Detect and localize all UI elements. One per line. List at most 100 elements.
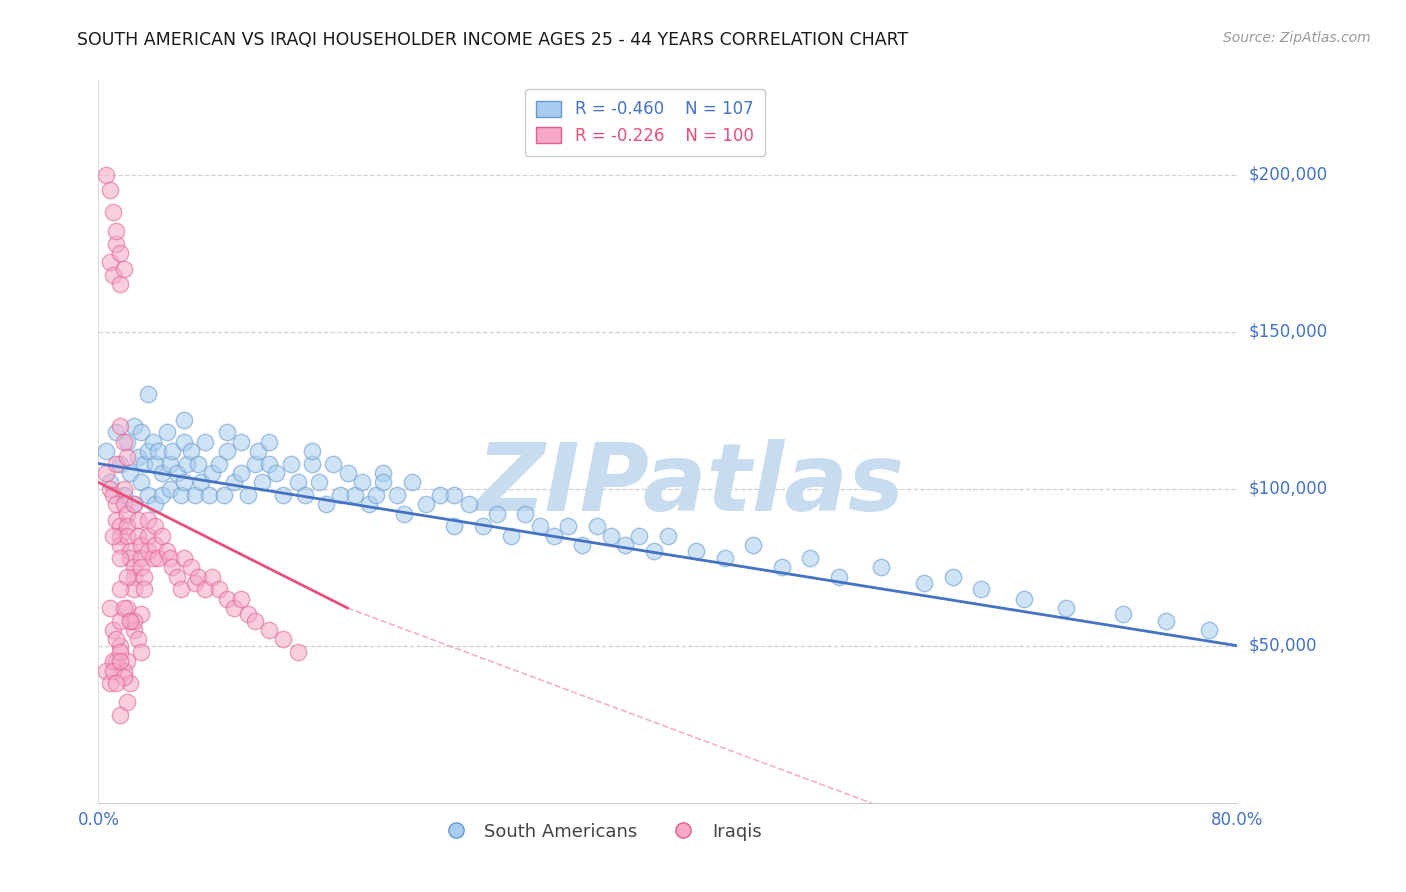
Point [152, 529, 174, 543]
Point [104, 676, 127, 690]
Point [108, 246, 131, 260]
Point [108, 519, 131, 533]
Point [628, 529, 651, 543]
Point [112, 488, 135, 502]
Point [166, 569, 188, 583]
Text: ZIPatlas: ZIPatlas [477, 439, 904, 531]
Point [129, 560, 152, 574]
Point [194, 582, 217, 597]
Point [136, 387, 159, 401]
Point [136, 544, 159, 558]
Point [543, 529, 565, 543]
Point [132, 457, 155, 471]
Text: $100,000: $100,000 [1249, 480, 1327, 498]
Text: $50,000: $50,000 [1249, 637, 1317, 655]
Point [136, 529, 159, 543]
Point [194, 434, 217, 449]
Point [222, 475, 245, 490]
Point [280, 457, 302, 471]
Point [287, 645, 309, 659]
Point [104, 425, 127, 439]
Point [104, 655, 127, 669]
Point [129, 538, 152, 552]
Point [108, 614, 131, 628]
Point [243, 457, 266, 471]
Point [101, 529, 124, 543]
Legend: South Americans, Iraqis: South Americans, Iraqis [430, 815, 769, 848]
Point [308, 475, 330, 490]
Point [108, 457, 131, 471]
Point [180, 444, 202, 458]
Point [132, 569, 155, 583]
Point [108, 645, 131, 659]
Point [259, 434, 281, 449]
Point [145, 497, 167, 511]
Point [350, 475, 373, 490]
Point [187, 569, 209, 583]
Point [112, 482, 135, 496]
Point [229, 591, 252, 606]
Point [112, 261, 135, 276]
Point [127, 450, 149, 465]
Point [141, 434, 163, 449]
Point [101, 205, 124, 219]
Point [115, 450, 138, 465]
Point [94, 168, 117, 182]
Point [104, 513, 127, 527]
Point [236, 607, 259, 622]
Point [357, 497, 380, 511]
Point [152, 488, 174, 502]
Point [799, 550, 821, 565]
Point [912, 575, 935, 590]
Point [184, 488, 207, 502]
Point [129, 475, 152, 490]
Point [122, 623, 145, 637]
Point [501, 529, 523, 543]
Point [115, 507, 138, 521]
Point [162, 444, 184, 458]
Text: Source: ZipAtlas.com: Source: ZipAtlas.com [1223, 31, 1371, 45]
Point [94, 444, 117, 458]
Point [942, 569, 965, 583]
Point [94, 466, 117, 480]
Point [94, 664, 117, 678]
Point [415, 497, 437, 511]
Point [108, 277, 131, 292]
Point [127, 513, 149, 527]
Point [122, 614, 145, 628]
Point [273, 488, 295, 502]
Point [108, 639, 131, 653]
Point [104, 457, 127, 471]
Point [104, 632, 127, 647]
Point [180, 560, 202, 574]
Point [215, 425, 238, 439]
Point [101, 488, 124, 502]
Point [457, 497, 479, 511]
Point [115, 519, 138, 533]
Point [98, 183, 121, 197]
Point [145, 519, 167, 533]
Point [166, 466, 188, 480]
Point [401, 475, 423, 490]
Point [870, 560, 893, 574]
Point [122, 497, 145, 511]
Point [184, 575, 207, 590]
Point [108, 707, 131, 722]
Point [585, 519, 607, 533]
Point [443, 488, 465, 502]
Point [1012, 591, 1035, 606]
Point [98, 475, 121, 490]
Point [122, 560, 145, 574]
Point [243, 614, 266, 628]
Point [108, 538, 131, 552]
Point [115, 529, 138, 543]
Point [115, 601, 138, 615]
Point [246, 444, 269, 458]
Point [98, 482, 121, 496]
Point [98, 255, 121, 269]
Point [132, 582, 155, 597]
Point [187, 457, 209, 471]
Point [364, 488, 387, 502]
Point [112, 664, 135, 678]
Point [287, 475, 309, 490]
